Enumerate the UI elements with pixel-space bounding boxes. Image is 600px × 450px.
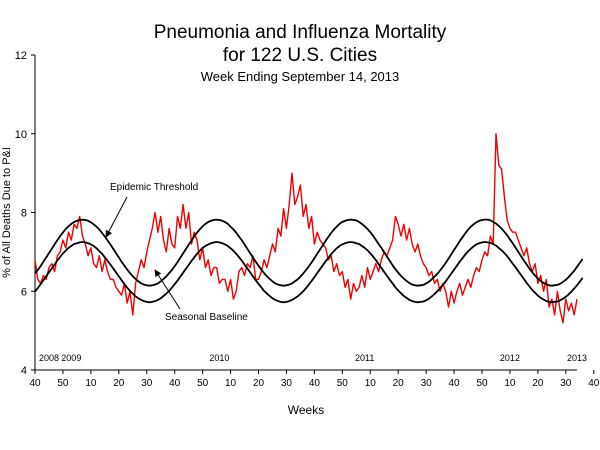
x-tick-label: 40 [309, 378, 321, 389]
x-tick-label: 10 [225, 378, 237, 389]
x-tick-label: 50 [57, 378, 69, 389]
x-tick-label: 50 [476, 378, 488, 389]
x-tick-label: 40 [588, 378, 600, 389]
y-tick-label: 4 [21, 365, 27, 377]
year-label: 2012 [500, 353, 520, 363]
x-tick-label: 20 [113, 378, 125, 389]
epidemic-threshold-arrow [105, 196, 128, 238]
x-tick-label: 30 [560, 378, 572, 389]
epidemic-threshold-annotation: Epidemic Threshold [110, 182, 198, 193]
x-tick-label: 30 [141, 378, 153, 389]
year-label: 2013 [567, 353, 587, 363]
year-label: 2011 [355, 353, 374, 363]
seasonal-baseline-line [34, 241, 584, 304]
year-label: 2010 [209, 353, 229, 363]
x-tick-label: 40 [29, 378, 41, 389]
y-tick-label: 12 [15, 50, 27, 62]
epidemic-threshold-line [34, 218, 584, 287]
x-tick-label: 20 [393, 378, 405, 389]
observed-series-line [34, 133, 578, 324]
y-tick-label: 8 [21, 208, 27, 220]
seasonal-baseline-arrow [154, 269, 181, 310]
x-tick-label: 40 [449, 378, 461, 389]
x-tick-label: 10 [365, 378, 377, 389]
x-tick-label: 10 [504, 378, 516, 389]
x-tick-label: 40 [169, 378, 181, 389]
x-tick-label: 50 [197, 378, 209, 389]
year-label: 2009 [61, 353, 81, 363]
x-tick-label: 20 [253, 378, 265, 389]
y-tick-label: 6 [21, 286, 27, 298]
x-tick-label: 20 [532, 378, 544, 389]
x-tick-label: 10 [85, 378, 97, 389]
y-tick-label: 10 [15, 129, 27, 141]
chart-subtitle: Week Ending September 14, 2013 [200, 69, 400, 84]
x-tick-label: 30 [281, 378, 293, 389]
chart-title-line2: for 122 U.S. Cities [222, 45, 378, 66]
seasonal-baseline-annotation: Seasonal Baseline [165, 312, 248, 323]
y-axis-title: % of All Deaths Due to P&I [1, 147, 13, 278]
chart-title: Pneumonia and Influenza Mortality [153, 22, 447, 43]
x-tick-label: 50 [337, 378, 349, 389]
x-axis-title: Weeks [288, 403, 324, 417]
year-label: 2008 [39, 353, 59, 363]
x-tick-label: 30 [421, 378, 433, 389]
